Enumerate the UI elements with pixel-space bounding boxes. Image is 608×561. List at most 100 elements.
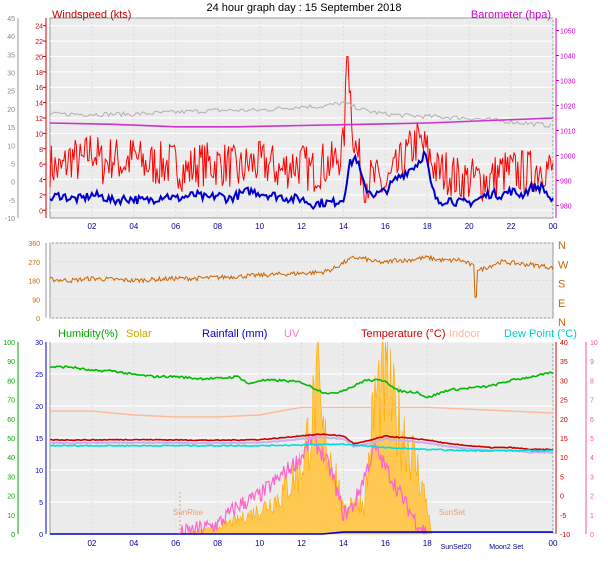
uv-axis-ticks: 0 1 2 3 4 5 6 7 8 9 10 (590, 340, 598, 539)
windspeed-tick-label: 6 (39, 162, 43, 169)
rain-tick-label: 30 (35, 340, 43, 347)
windspeed-axis-label: Windspeed (kts) (52, 9, 131, 21)
uv-tick-label: 0 (590, 532, 594, 539)
temperature-tick-label: 30 (560, 378, 568, 385)
sunrise-label: SunRise (173, 508, 204, 517)
x-tick-label: 14 (339, 222, 348, 231)
temperature-tick-label: 25 (560, 398, 568, 405)
compass-label: S (558, 279, 565, 291)
moonset-label: Set (513, 544, 524, 551)
temperature-tick-label: 10 (560, 455, 568, 462)
temperature-tick-label: 5 (560, 474, 564, 481)
sunset-label: SunSet (439, 508, 466, 517)
x-tick-label: 04 (129, 539, 138, 548)
wind-outer-axis-ticks: -10 -5 0 5 10 15 20 25 30 35 40 45 (5, 16, 15, 223)
windspeed-tick-label: 10 (35, 131, 43, 138)
compass-label: N (558, 317, 566, 329)
windspeed-tick-label: 14 (35, 101, 43, 108)
wind-series (49, 56, 554, 211)
barometer-tick-label: 1000 (560, 154, 576, 161)
x-tick-label: 10 (255, 222, 264, 231)
uv-tick-label: 7 (590, 398, 594, 405)
temperature-tick-label: -10 (560, 532, 570, 539)
sunset20-label: SunSet20 (441, 544, 472, 551)
rain-tick-label: 0 (39, 532, 43, 539)
x-tick-label: 02 (87, 222, 96, 231)
direction-tick-label: 180 (28, 279, 40, 286)
x-tick-label: 22 (507, 222, 516, 231)
direction-series (49, 254, 554, 298)
uv-label: UV (284, 328, 300, 340)
chart-title: 24 hour graph day : 15 September 2018 (206, 2, 401, 14)
wind-x-ticks: 02 04 06 08 10 12 14 16 18 20 22 00 (87, 222, 558, 231)
rain-axis-ticks: 0 5 10 15 20 25 30 (35, 340, 43, 539)
barometer-axis-label: Barometer (hpa) (471, 9, 551, 21)
direction-tick-label: 360 (28, 241, 40, 248)
temp-x-ticks: 02 04 06 08 10 12 14 16 18 00 (87, 539, 558, 548)
temperature-tick-label: 0 (560, 494, 564, 501)
indoor-label: Indoor (449, 328, 481, 340)
x-tick-label: 20 (465, 222, 474, 231)
x-tick-label: 10 (255, 539, 264, 548)
temperature-series-line (49, 433, 554, 451)
humidity-axis-ticks: 0 10 20 30 40 50 60 70 80 90 100 (3, 340, 15, 539)
direction-tick-label: 270 (28, 260, 40, 267)
barometer-series-line (49, 117, 554, 128)
direction-tick-label: 0 (36, 316, 40, 323)
direction-tick-label: 90 (32, 297, 40, 304)
temp-series (49, 341, 554, 536)
x-tick-label: 08 (213, 539, 222, 548)
outer-tick-label: -5 (9, 198, 15, 205)
humidity-tick-label: 70 (7, 398, 15, 405)
humidity-tick-label: 80 (7, 378, 15, 385)
barometer-tick-label: 1020 (560, 104, 576, 111)
x-tick-label: 16 (381, 539, 390, 548)
barometer-tick-label: 1010 (560, 129, 576, 136)
gust-series-line (49, 56, 554, 203)
uv-tick-label: 10 (590, 340, 598, 347)
uv-tick-label: 2 (590, 494, 594, 501)
compass-label: N (558, 240, 566, 252)
uv-tick-label: 5 (590, 436, 594, 443)
barometer-tick-label: 1030 (560, 79, 576, 86)
uv-tick-label: 1 (590, 513, 594, 520)
dewpoint-label: Dew Point (°C) (504, 328, 577, 340)
barometer-tick-label: 1050 (560, 29, 576, 36)
direction-axis-ticks: 0 90 180 270 360 (28, 241, 40, 323)
compass-label: E (558, 298, 565, 310)
event-labels: SunRise SunSet SunSet20 Moon2 Set (173, 492, 523, 551)
uv-tick-label: 6 (590, 417, 594, 424)
outer-tick-label: 20 (7, 107, 15, 114)
temperature-tick-label: -5 (560, 513, 566, 520)
temperature-label: Temperature (°C) (361, 328, 445, 340)
temperature-tick-label: 35 (560, 359, 568, 366)
direction-plot-area (49, 242, 554, 319)
compass-label: W (558, 259, 569, 271)
rain-tick-label: 15 (35, 436, 43, 443)
barometer-tick-label: 990 (560, 179, 572, 186)
x-tick-label: 02 (87, 539, 96, 548)
outer-tick-label: 30 (7, 71, 15, 78)
windspeed-tick-label: 8 (39, 147, 43, 154)
temperature-axis-ticks: -10 -5 0 5 10 15 20 25 30 35 40 (560, 340, 570, 539)
x-tick-label: 12 (297, 222, 306, 231)
x-tick-label: 06 (171, 539, 180, 548)
temp-grid (50, 341, 554, 535)
x-tick-label: 08 (213, 222, 222, 231)
barometer-tick-label: 980 (560, 204, 572, 211)
windspeed-tick-label: 0 (39, 208, 43, 215)
x-tick-label: 00 (549, 222, 558, 231)
uv-tick-label: 9 (590, 359, 594, 366)
windspeed-tick-label: 12 (35, 116, 43, 123)
windspeed-tick-label: 18 (35, 70, 43, 77)
uv-tick-label: 8 (590, 378, 594, 385)
barometer-axis-ticks: 980 990 1000 1010 1020 1030 1040 1050 (556, 29, 576, 211)
direction-series-line (49, 254, 554, 298)
windspeed-tick-label: 20 (35, 54, 43, 61)
outer-tick-label: 25 (7, 89, 15, 96)
x-tick-label: 00 (549, 539, 558, 548)
